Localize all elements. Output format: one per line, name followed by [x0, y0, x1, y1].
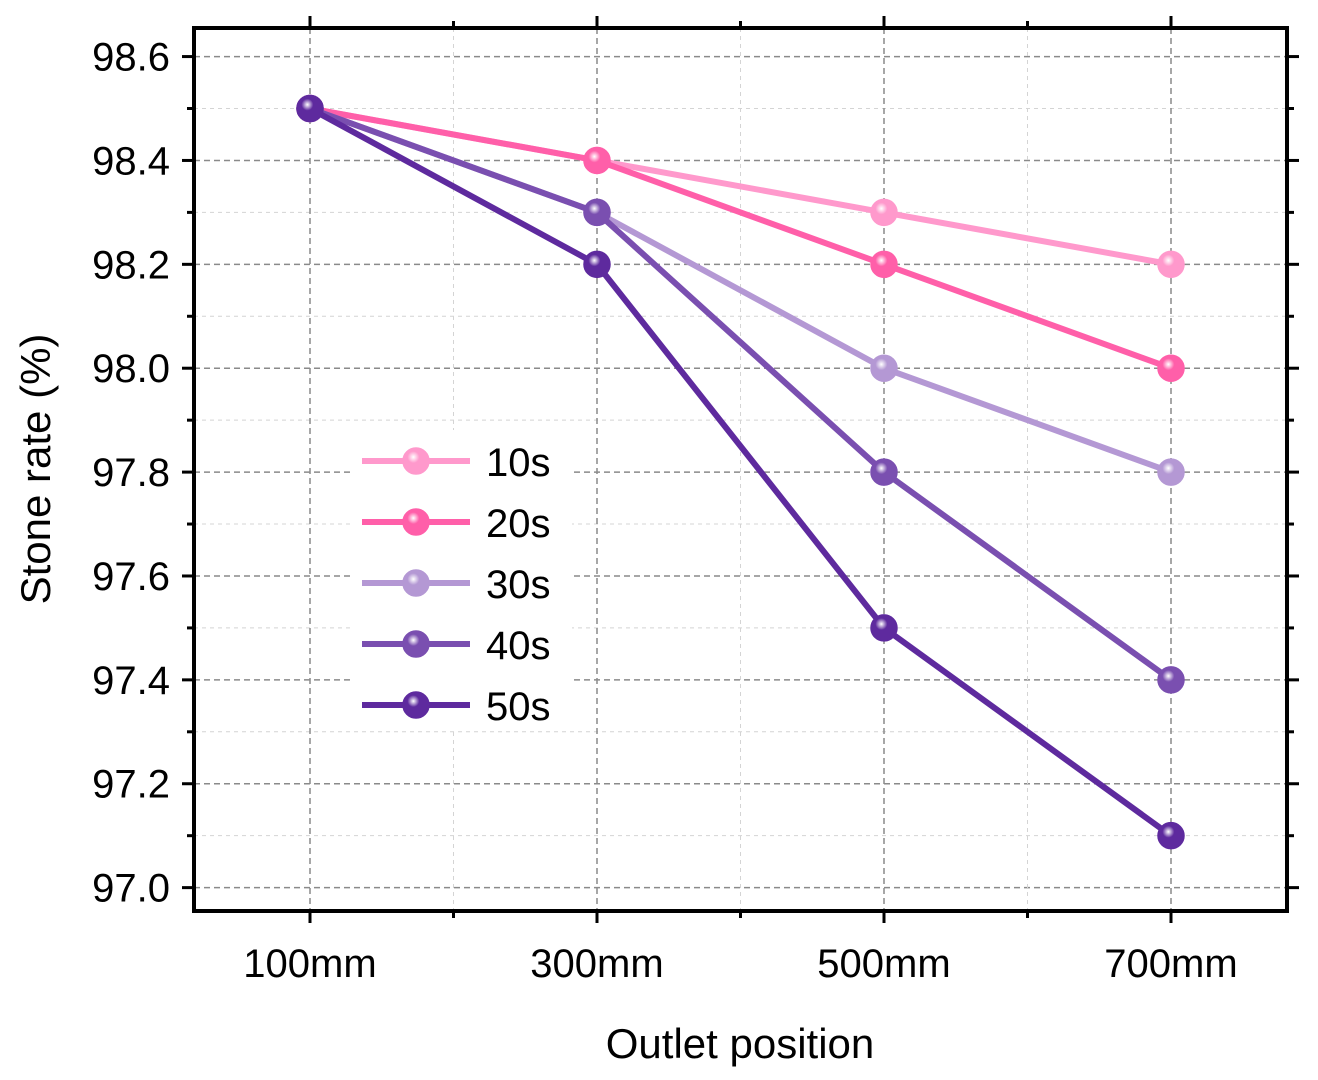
y-tick-label: 98.0	[92, 347, 170, 391]
series-10s	[296, 94, 1185, 279]
y-tick-label: 97.2	[92, 763, 170, 807]
x-tick-label: 100mm	[243, 942, 376, 986]
legend-label: 50s	[486, 685, 551, 729]
legend-marker	[402, 691, 430, 719]
data-point	[583, 146, 611, 175]
data-point	[1157, 354, 1185, 382]
y-tick-label: 98.6	[92, 36, 170, 80]
legend-marker	[402, 447, 430, 475]
x-tick-label: 700mm	[1104, 942, 1237, 986]
data-point	[1157, 821, 1185, 850]
legend: 10s 20s 30s 40s 50s	[352, 430, 572, 730]
series-50s	[296, 94, 1185, 850]
series-line	[308, 105, 1173, 475]
y-tick-label: 98.2	[92, 243, 170, 287]
legend-label: 20s	[486, 502, 551, 546]
data-point	[1157, 458, 1185, 486]
data-point	[1157, 666, 1185, 694]
data-point	[870, 354, 898, 382]
data-point	[296, 94, 324, 123]
data-point	[583, 250, 611, 279]
series-layer	[296, 94, 1185, 850]
y-tick-label: 97.8	[92, 451, 170, 495]
axis-ticks: 97.0 97.2 97.4 97.6 97.8 98.0 98.2 98.4 98.6 100m…	[92, 16, 1299, 986]
data-point	[1157, 250, 1185, 279]
series-line	[308, 105, 1173, 839]
data-point	[870, 614, 898, 642]
x-axis-label: Outlet position	[606, 1020, 875, 1067]
series-40s	[296, 94, 1185, 694]
data-point	[870, 250, 898, 279]
legend-label: 30s	[486, 563, 551, 607]
data-point	[870, 198, 898, 227]
legend-label: 10s	[486, 441, 551, 485]
y-axis-label: Stone rate (%)	[12, 334, 59, 605]
data-point	[583, 198, 611, 227]
legend-marker	[402, 630, 430, 658]
data-point	[870, 458, 898, 486]
legend-label: 40s	[486, 624, 551, 668]
y-tick-label: 97.4	[92, 659, 170, 703]
y-tick-label: 97.6	[92, 555, 170, 599]
series-line	[309, 105, 1173, 372]
x-tick-label: 500mm	[817, 942, 950, 986]
y-tick-label: 97.0	[92, 867, 170, 911]
series-line	[308, 105, 1173, 683]
y-tick-label: 98.4	[92, 139, 170, 183]
x-tick-label: 300mm	[530, 942, 663, 986]
legend-marker	[402, 508, 430, 536]
legend-marker	[402, 569, 430, 597]
